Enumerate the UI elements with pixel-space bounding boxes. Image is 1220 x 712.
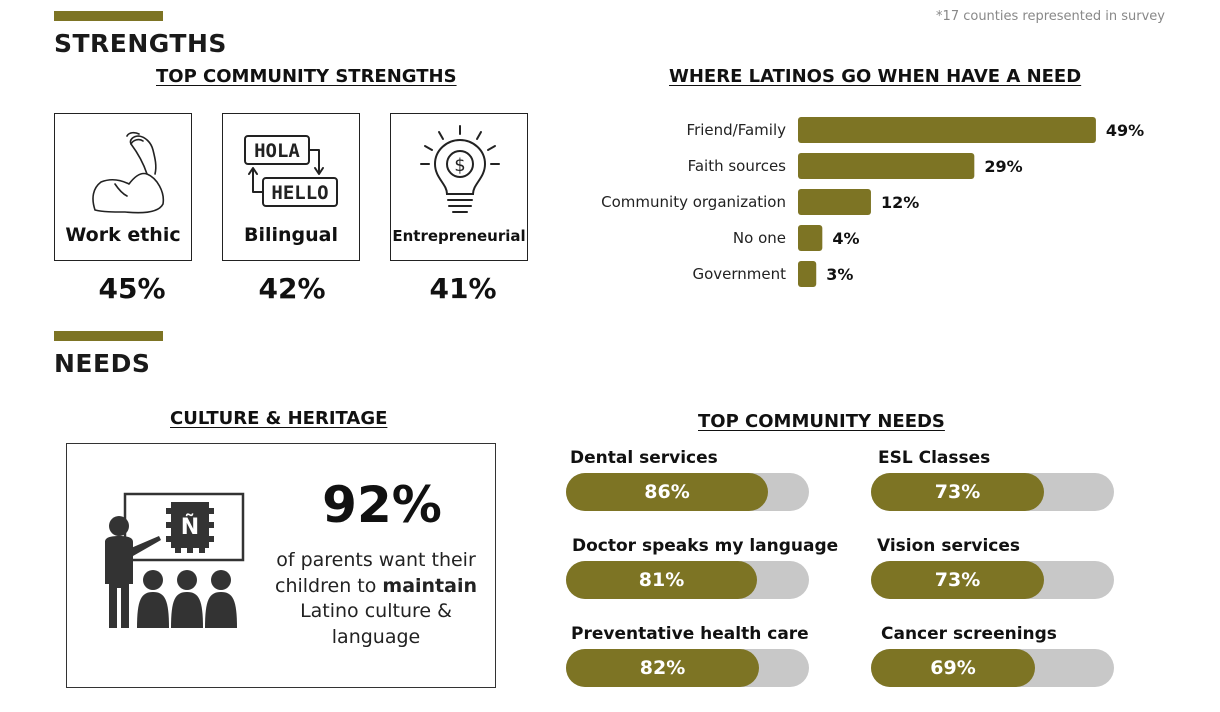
flexed-arm-icon xyxy=(92,131,165,214)
culture-text-post: Latino culture & language xyxy=(300,600,452,648)
culture-text-pre: of parents want their children to xyxy=(275,549,476,597)
value-label: 49% xyxy=(1106,121,1144,140)
need-label: Dental services xyxy=(570,448,718,468)
category-label: Friend/Family xyxy=(687,121,787,139)
bar xyxy=(798,153,975,179)
category-label: Faith sources xyxy=(688,157,787,175)
hola-hello-icon: HOLA HELLO xyxy=(244,135,338,207)
culture-subtitle: CULTURE & HERITAGE xyxy=(170,408,388,429)
culture-text-bold: maintain xyxy=(382,574,477,597)
need-fill xyxy=(871,649,1035,687)
strength-card-entrepreneurial: $ Entrepreneurial xyxy=(390,113,528,261)
need-track: 86% xyxy=(566,473,809,511)
needs-accent-bar xyxy=(54,331,163,341)
need-fill xyxy=(871,561,1044,599)
needs-heading: NEEDS xyxy=(54,349,151,378)
strength-label: Work ethic xyxy=(65,224,181,246)
value-label: 29% xyxy=(984,157,1022,176)
bar xyxy=(798,189,871,215)
dollar-text: $ xyxy=(454,155,465,176)
need-value: 86% xyxy=(644,481,690,503)
need-value: 73% xyxy=(934,569,981,591)
chart-title: WHERE LATINOS GO WHEN HAVE A NEED xyxy=(669,66,1082,87)
need-track: 69% xyxy=(871,649,1114,687)
category-label: Community organization xyxy=(601,193,786,211)
culture-description: of parents want their children to mainta… xyxy=(262,548,490,650)
bar xyxy=(798,261,817,287)
bar xyxy=(798,225,823,251)
strengths-accent-bar xyxy=(54,11,163,21)
survey-note: *17 counties represented in survey xyxy=(936,9,1165,24)
enye-letter: Ñ xyxy=(181,514,199,540)
value-label: 3% xyxy=(826,265,853,284)
strength-label: Bilingual xyxy=(243,224,338,246)
need-value: 73% xyxy=(934,481,981,503)
lightbulb-dollar-icon: $ xyxy=(420,125,500,213)
need-track: 73% xyxy=(871,473,1114,511)
need-track: 82% xyxy=(566,649,809,687)
need-fill xyxy=(566,649,759,687)
strength-card-bilingual: HOLA HELLO Bilingual xyxy=(222,113,360,261)
strength-label: Entrepreneurial xyxy=(392,227,526,245)
need-label: ESL Classes xyxy=(878,448,991,468)
strength-value: 41% xyxy=(429,272,497,305)
category-label: Government xyxy=(692,265,786,283)
need-value: 81% xyxy=(638,569,685,591)
hola-text: HOLA xyxy=(254,140,300,162)
need-value: 69% xyxy=(930,657,976,679)
need-fill xyxy=(566,473,768,511)
top-strengths-subtitle: TOP COMMUNITY STRENGTHS xyxy=(156,66,457,87)
need-track: 73% xyxy=(871,561,1114,599)
need-label: Vision services xyxy=(877,536,1020,556)
where-latinos-go-chart: Friend/Family 49% Faith sources 29% Communit… xyxy=(601,117,1144,287)
hello-text: HELLO xyxy=(271,182,328,204)
culture-value: 92% xyxy=(322,476,442,534)
teacher-board-icon: Ñ xyxy=(105,492,245,628)
strength-card-work-ethic: Work ethic xyxy=(54,113,192,261)
need-fill xyxy=(566,561,757,599)
category-label: No one xyxy=(733,229,786,247)
value-label: 12% xyxy=(881,193,919,212)
strength-value: 45% xyxy=(98,272,166,305)
need-fill xyxy=(871,473,1044,511)
need-value: 82% xyxy=(639,657,686,679)
value-label: 4% xyxy=(832,229,859,248)
top-needs-subtitle: TOP COMMUNITY NEEDS xyxy=(698,411,945,432)
need-track: 81% xyxy=(566,561,809,599)
need-label: Preventative health care xyxy=(571,624,809,644)
bar xyxy=(798,117,1096,143)
strengths-heading: STRENGTHS xyxy=(54,29,227,58)
strength-value: 42% xyxy=(258,272,326,305)
need-label: Cancer screenings xyxy=(881,624,1057,644)
culture-box: Ñ xyxy=(66,443,496,688)
need-label: Doctor speaks my language xyxy=(572,536,839,556)
